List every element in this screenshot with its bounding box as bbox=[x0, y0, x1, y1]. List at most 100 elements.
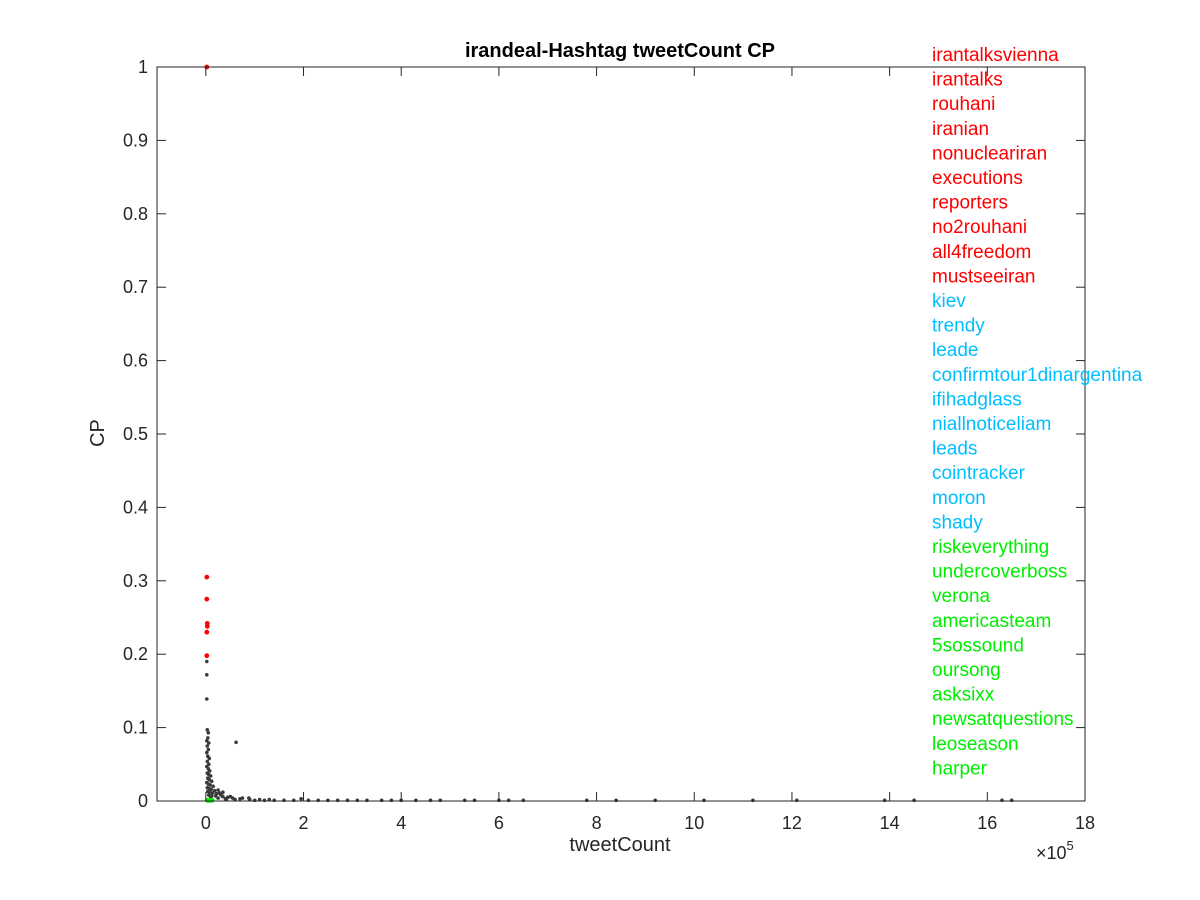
legend-entry: 5sossound bbox=[932, 635, 1024, 656]
legend-entry: executions bbox=[932, 168, 1023, 189]
data-point-other bbox=[795, 798, 799, 803]
legend-entry: ifihadglass bbox=[932, 389, 1022, 410]
data-point-other bbox=[306, 798, 311, 803]
x-axis-exponent: ×105 bbox=[1036, 838, 1074, 863]
data-point-other bbox=[257, 797, 262, 802]
y-tick-label: 0.1 bbox=[123, 718, 148, 738]
data-point-other bbox=[438, 798, 443, 803]
data-point-other bbox=[272, 798, 277, 803]
data-point-other bbox=[882, 798, 887, 803]
tick-labels: 0 2 4 6 8 10 12 14 16 18 0 0.1 0.2 0.3 0.4 0.5 0.6 0.7 0.8… bbox=[123, 57, 1095, 833]
data-point-other bbox=[221, 790, 225, 794]
legend-entry: trendy bbox=[932, 316, 985, 337]
data-point-red bbox=[204, 629, 210, 635]
legend-entry: no2rouhani bbox=[932, 217, 1027, 238]
legend-entry: nonucleariran bbox=[932, 143, 1047, 164]
data-point-other bbox=[585, 798, 589, 803]
data-point-other bbox=[205, 744, 210, 748]
data-point-other bbox=[247, 796, 251, 800]
x-tick-label: 0 bbox=[201, 813, 211, 833]
data-point-other bbox=[428, 798, 433, 803]
data-point-other bbox=[335, 798, 340, 803]
data-point-other bbox=[299, 797, 303, 801]
legend-entry: rouhani bbox=[932, 94, 995, 115]
x-exponent-power: 5 bbox=[1067, 838, 1074, 853]
legend-entry: reporters bbox=[932, 193, 1008, 214]
data-point-other bbox=[1009, 798, 1014, 803]
data-point-other bbox=[207, 741, 211, 745]
data-point-other bbox=[292, 798, 296, 803]
legend-entry: newsatquestions bbox=[932, 709, 1074, 730]
x-tick-label: 14 bbox=[880, 813, 900, 833]
x-tick-label: 2 bbox=[299, 813, 309, 833]
axes bbox=[156, 66, 1086, 802]
legend-entry: riskeverything bbox=[932, 537, 1049, 558]
data-point-other bbox=[1000, 798, 1004, 803]
legend-entry: leade bbox=[932, 340, 979, 361]
data-point-other bbox=[472, 798, 477, 803]
x-tick-label: 18 bbox=[1075, 813, 1095, 833]
data-point-other bbox=[414, 798, 418, 803]
legend-entry: mustseeiran bbox=[932, 266, 1036, 287]
data-point-other bbox=[345, 798, 350, 803]
data-point-other bbox=[211, 784, 215, 789]
legend-entry: iranian bbox=[932, 119, 989, 140]
y-tick-label: 0.2 bbox=[123, 644, 148, 664]
data-point-other bbox=[205, 659, 209, 664]
data-point-other bbox=[262, 798, 267, 803]
x-exponent-base: ×10 bbox=[1036, 843, 1067, 863]
data-point-other bbox=[462, 798, 467, 803]
y-tick-label: 0 bbox=[138, 791, 148, 811]
x-tick-label: 10 bbox=[684, 813, 704, 833]
data-point-red bbox=[204, 623, 210, 629]
data-point-other bbox=[379, 798, 384, 803]
data-point-other bbox=[205, 697, 209, 701]
data-point-other bbox=[233, 797, 237, 802]
legend-entry: niallnoticeliam bbox=[932, 414, 1051, 435]
x-tick-label: 16 bbox=[977, 813, 997, 833]
data-point-other bbox=[217, 791, 222, 795]
data-point-other bbox=[208, 783, 212, 787]
data-point-other bbox=[207, 756, 212, 761]
data-point-other bbox=[912, 798, 916, 803]
data-point-other bbox=[751, 798, 755, 803]
data-point-other bbox=[506, 798, 511, 803]
y-tick-label: 0.9 bbox=[123, 130, 148, 150]
data-point-other bbox=[282, 798, 286, 803]
data-point-green bbox=[209, 797, 215, 803]
data-point-other bbox=[207, 790, 212, 794]
x-tick-label: 6 bbox=[494, 813, 504, 833]
data-point-other bbox=[389, 798, 394, 803]
y-tick-label: 1 bbox=[138, 57, 148, 77]
legend-entry: irantalks bbox=[932, 70, 1003, 91]
data-point-other bbox=[228, 794, 233, 799]
legend-entry: leoseason bbox=[932, 734, 1019, 755]
data-point-other bbox=[220, 794, 224, 798]
data-point-other bbox=[614, 798, 618, 803]
data-point-red bbox=[204, 574, 210, 580]
legend-entry: asksixx bbox=[932, 685, 995, 706]
legend-entry: harper bbox=[932, 758, 988, 779]
legend-entry: moron bbox=[932, 488, 986, 509]
y-tick-label: 0.6 bbox=[123, 351, 148, 371]
data-point-other bbox=[205, 728, 210, 732]
y-tick-label: 0.5 bbox=[123, 424, 148, 444]
data-point-other bbox=[209, 787, 213, 792]
x-tick-label: 12 bbox=[782, 813, 802, 833]
data-point-other bbox=[224, 797, 229, 802]
data-point-other bbox=[210, 791, 215, 795]
data-point-other bbox=[252, 798, 257, 803]
data-point-other bbox=[216, 796, 220, 800]
data-point-other bbox=[206, 730, 211, 735]
legend-entry: all4freedom bbox=[932, 242, 1031, 263]
plot-area bbox=[157, 67, 1085, 801]
data-point-other bbox=[208, 774, 213, 778]
data-point-red bbox=[204, 596, 210, 602]
data-point-other bbox=[205, 673, 209, 677]
data-point-other bbox=[206, 747, 211, 752]
y-tick-label: 0.3 bbox=[123, 571, 148, 591]
x-tick-label: 8 bbox=[592, 813, 602, 833]
data-point-other bbox=[326, 798, 330, 803]
data-point-other bbox=[521, 798, 526, 803]
y-axis-label: CP bbox=[87, 419, 109, 447]
